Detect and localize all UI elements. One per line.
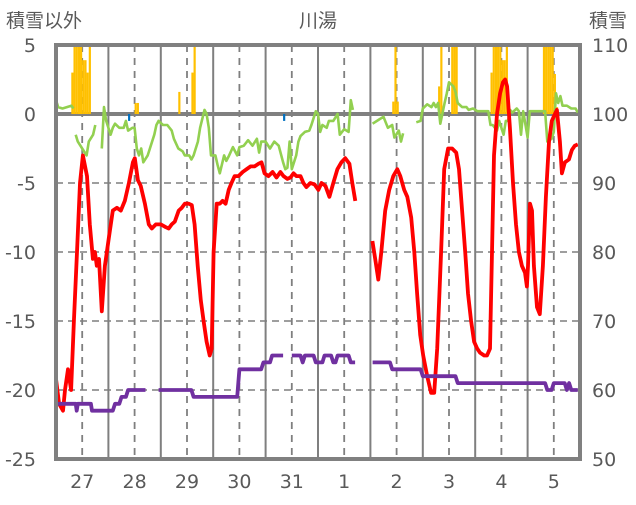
snow-series-line [56, 353, 578, 413]
precip-bar [88, 45, 91, 114]
precip-bar [392, 101, 395, 114]
precip-bar [451, 45, 454, 114]
right-tick-label: 110 [592, 35, 628, 57]
left-tick-label: -15 [5, 311, 36, 333]
x-tick-label: 3 [443, 471, 455, 493]
left-axis-label: 積雪以外 [6, 10, 82, 32]
x-tick-label: 28 [123, 471, 147, 493]
precip-bar [82, 60, 85, 114]
precip-bar [134, 102, 137, 114]
precip-bar [551, 45, 554, 114]
plot-border [54, 43, 582, 461]
right-axis-label: 積雪 [589, 10, 627, 32]
plot-frame [54, 43, 582, 461]
precip-bar [80, 45, 83, 114]
precip-bar [492, 45, 495, 114]
left-tick-label: -5 [17, 173, 36, 195]
temp-series-line [54, 77, 579, 413]
precip-bar [191, 72, 194, 114]
negative-bar [283, 114, 286, 121]
precip-bar [396, 101, 399, 114]
precip-bar [453, 45, 456, 114]
right-tick-label: 60 [592, 380, 616, 402]
x-tick-label: 4 [495, 471, 507, 493]
left-tick-label: 5 [24, 35, 36, 57]
x-tick-label: 5 [548, 471, 560, 493]
precip-bar [494, 45, 498, 114]
precip-bar [490, 72, 493, 114]
left-tick-label: -25 [5, 449, 36, 471]
precip-bar [71, 72, 74, 114]
right-tick-label: 70 [592, 311, 616, 333]
x-tick-label: 27 [70, 471, 94, 493]
precip-bar [542, 45, 546, 114]
x-tick-label: 30 [227, 471, 251, 493]
left-tick-label: -20 [5, 380, 36, 402]
series-lines [54, 77, 579, 413]
precip-bar [547, 45, 550, 114]
precip-bar [545, 45, 548, 114]
x-tick-label: 2 [391, 471, 403, 493]
left-tick-label: -10 [5, 242, 36, 264]
right-tick-label: 100 [592, 104, 628, 126]
precip-bar [77, 45, 81, 114]
left-tick-label: 0 [24, 104, 36, 126]
precip-bar [136, 102, 139, 114]
right-tick-label: 50 [592, 449, 616, 471]
chart-title: 川湯 [299, 10, 337, 32]
left-ticks: 5 0 -5 -10 -15 -20 -25 [5, 35, 36, 471]
precip-bar [193, 45, 196, 114]
precip-bar [438, 86, 441, 114]
precip-bar [86, 72, 89, 114]
precip-bar [73, 45, 76, 114]
x-tick-label: 29 [175, 471, 199, 493]
precip-bar [440, 45, 443, 114]
right-tick-label: 80 [592, 242, 616, 264]
negative-bar [128, 114, 131, 121]
right-tick-label: 90 [592, 173, 616, 195]
precip-bar [549, 45, 552, 114]
precip-bar [178, 91, 181, 114]
x-ticks: 27 28 29 30 31 1 2 3 4 5 [70, 471, 560, 493]
precip-bar [499, 45, 502, 114]
precip-bar [497, 45, 500, 114]
x-tick-label: 1 [338, 471, 350, 493]
precip-bar [84, 60, 87, 114]
bars [71, 45, 559, 121]
precip-bar [394, 45, 397, 114]
precip-bar [75, 45, 78, 114]
right-ticks: 110 100 90 80 70 60 50 [592, 35, 628, 471]
precip-bar [503, 60, 506, 114]
green-series-line [54, 81, 579, 175]
x-tick-label: 31 [280, 471, 304, 493]
precip-bar [455, 45, 458, 114]
